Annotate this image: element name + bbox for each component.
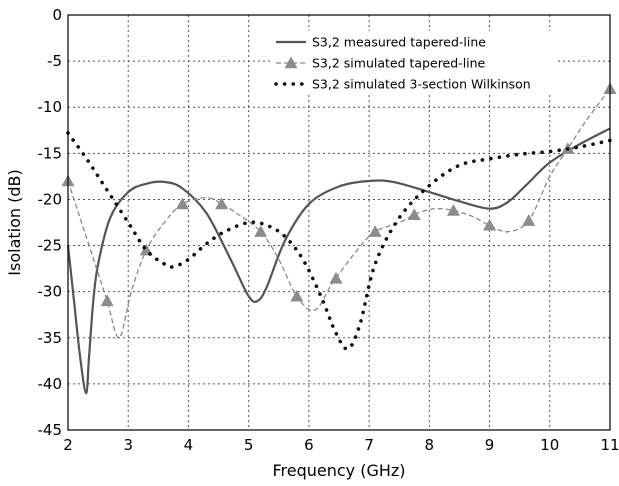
x-tick-label: 6 [304, 436, 314, 454]
data-point-marker [215, 197, 229, 210]
legend-background [270, 31, 555, 95]
y-tick-label: -10 [38, 98, 63, 116]
grid-lines [68, 15, 610, 430]
legend: S3,2 measured tapered-line S3,2 simulate… [270, 31, 555, 95]
y-tick-label: -5 [47, 52, 62, 70]
legend-label-simulated-tapered-line: S3,2 simulated tapered-line [312, 56, 486, 71]
data-point-marker [522, 214, 536, 226]
series-layer [61, 82, 617, 395]
x-tick-label: 5 [244, 436, 254, 454]
y-tick-label: -15 [38, 144, 63, 162]
legend-triangle-marker [284, 56, 298, 69]
y-tick-label: -45 [38, 421, 63, 439]
data-point-marker [100, 294, 114, 307]
data-point-marker [368, 225, 382, 237]
data-point-marker [254, 225, 268, 237]
x-tick-label: 10 [540, 436, 559, 454]
y-tick-label: -30 [38, 283, 63, 301]
data-point-marker [483, 218, 497, 231]
series-line-2 [66, 131, 612, 351]
series-line-1 [67, 88, 611, 339]
y-tick-label: 0 [52, 6, 62, 24]
x-tick-label: 2 [63, 436, 73, 454]
x-tick-label: 9 [485, 436, 495, 454]
y-tick-labels: 0 -5 -10 -15 -20 -25 -30 -35 -40 -45 [38, 6, 63, 439]
x-tick-label: 3 [123, 436, 133, 454]
x-tick-label: 8 [425, 436, 435, 454]
data-point-marker [407, 208, 421, 221]
data-point-marker [329, 271, 343, 284]
legend-label-simulated-wilkinson: S3,2 simulated 3-section Wilkinson [312, 77, 531, 92]
x-tick-label: 7 [364, 436, 374, 454]
data-point-marker [290, 289, 304, 302]
x-axis-label: Frequency (GHz) [272, 461, 405, 480]
x-tick-label: 11 [600, 436, 619, 454]
y-axis-label: Isolation (dB) [5, 169, 24, 275]
data-point-marker [175, 197, 189, 210]
y-tick-label: -25 [38, 237, 63, 255]
legend-label-measured-tapered-line: S3,2 measured tapered-line [312, 35, 486, 50]
plot-frame [67, 14, 611, 431]
y-tick-label: -35 [38, 329, 63, 347]
series-line-0 [66, 127, 611, 395]
x-tick-label: 4 [184, 436, 194, 454]
data-point-marker [446, 204, 460, 216]
y-tick-label: -20 [38, 190, 63, 208]
y-tick-label: -40 [38, 375, 63, 393]
x-tick-labels: 2 3 4 5 6 7 8 9 10 11 [63, 436, 619, 454]
